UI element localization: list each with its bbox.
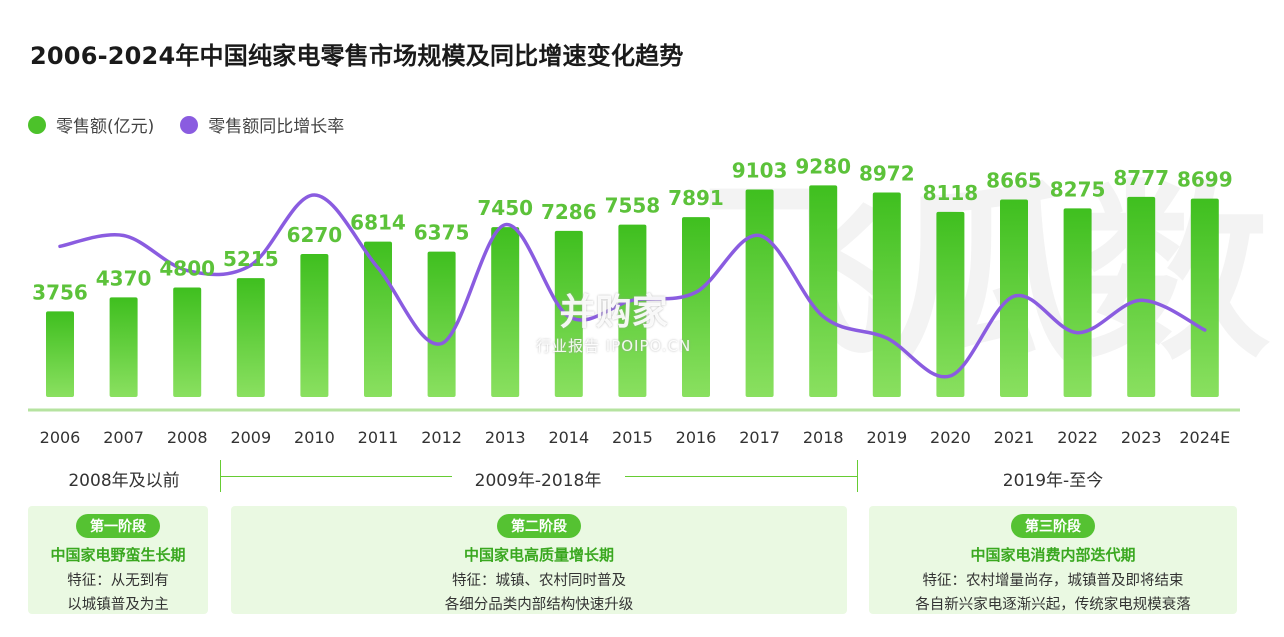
x-tick-label-2023: 2023 bbox=[1121, 428, 1162, 447]
x-tick-label-2015: 2015 bbox=[612, 428, 653, 447]
bar-2015 bbox=[618, 224, 647, 397]
bar-2007 bbox=[109, 297, 138, 397]
stage-desc-3: 特征：农村增量尚存，城镇普及即将结束 各自新兴家电逐渐兴起，传统家电规模衰落 bbox=[915, 569, 1191, 617]
bar-value-label-2020: 8118 bbox=[923, 181, 979, 205]
bar-value-label-2023: 8777 bbox=[1113, 166, 1169, 190]
bar-value-label-2018: 9280 bbox=[795, 154, 851, 178]
bar-2009 bbox=[236, 278, 265, 397]
bar-2020 bbox=[936, 211, 965, 397]
bar-value-label-2007: 4370 bbox=[96, 266, 152, 290]
legend-bar-label: 零售额(亿元) bbox=[56, 117, 155, 137]
period-label-3: 2019年-至今 bbox=[1002, 471, 1104, 491]
x-tick-label-2014: 2014 bbox=[548, 428, 589, 447]
x-tick-label-2018: 2018 bbox=[803, 428, 844, 447]
bar-2014 bbox=[554, 230, 583, 397]
bar-2016 bbox=[682, 217, 710, 397]
x-tick-label-2009: 2009 bbox=[230, 428, 271, 447]
bar-2008 bbox=[173, 287, 202, 397]
x-tick-label-2020: 2020 bbox=[930, 428, 971, 447]
x-tick-label-2007: 2007 bbox=[103, 428, 144, 447]
bar-2010 bbox=[300, 254, 329, 397]
stage-desc-3-line1: 特征：农村增量尚存，城镇普及即将结束 bbox=[922, 573, 1184, 589]
x-tick-label-2010: 2010 bbox=[294, 428, 335, 447]
x-tick-label-2022: 2022 bbox=[1057, 428, 1098, 447]
x-tick-label-2006: 2006 bbox=[40, 428, 81, 447]
stage-card-2: 第二阶段 中国家电高质量增长期 特征：城镇、农村同时普及 各细分品类内部结构快速… bbox=[231, 506, 847, 614]
x-tick-label-2016: 2016 bbox=[676, 428, 717, 447]
chart-title: 2006-2024年中国纯家电零售市场规模及同比增速变化趋势 bbox=[30, 42, 684, 70]
stage-desc-1-line1: 特征：从无到有 bbox=[67, 573, 169, 589]
legend-line-dot-icon bbox=[180, 115, 199, 134]
bar-value-label-2019: 8972 bbox=[859, 161, 915, 185]
stage-subtitle-2: 中国家电高质量增长期 bbox=[463, 546, 614, 564]
chart-legend: 零售额(亿元) 零售额同比增长率 bbox=[28, 112, 370, 137]
bar-2022 bbox=[1063, 208, 1092, 397]
period-line-left bbox=[220, 476, 452, 477]
bar-value-label-2015: 7558 bbox=[605, 194, 661, 218]
x-tick-label-2008: 2008 bbox=[167, 428, 208, 447]
period-divider-right bbox=[857, 460, 858, 492]
x-tick-label-2011: 2011 bbox=[358, 428, 399, 447]
stage-subtitle-1: 中国家电野蛮生长期 bbox=[50, 546, 186, 564]
x-tick-label-2017: 2017 bbox=[739, 428, 780, 447]
period-label-2: 2009年-2018年 bbox=[474, 471, 602, 491]
stage-badge-1: 第一阶段 bbox=[76, 514, 160, 538]
bar-2023 bbox=[1127, 196, 1156, 397]
bar-value-label-2008: 4800 bbox=[159, 257, 215, 281]
bar-2012 bbox=[427, 251, 456, 397]
stage-desc-3-line2: 各自新兴家电逐渐兴起，传统家电规模衰落 bbox=[915, 597, 1191, 613]
bar-value-label-2011: 6814 bbox=[350, 211, 406, 235]
bar-2019 bbox=[872, 192, 901, 397]
stage-desc-1-line2: 以城镇普及为主 bbox=[67, 597, 169, 613]
period-label-1: 2008年及以前 bbox=[68, 471, 180, 491]
period-line-right bbox=[625, 476, 857, 477]
bar-value-label-2006: 3756 bbox=[32, 280, 88, 304]
bar-value-label-2012: 6375 bbox=[414, 221, 470, 245]
bar-2011 bbox=[364, 241, 392, 397]
stage-badge-3: 第三阶段 bbox=[1011, 514, 1095, 538]
stage-desc-2-line2: 各细分品类内部结构快速升级 bbox=[444, 597, 634, 613]
bar-value-label-2021: 8665 bbox=[986, 168, 1042, 192]
bar-2021 bbox=[1000, 199, 1028, 397]
bar-value-label-2022: 8275 bbox=[1050, 177, 1106, 201]
legend-item-bar: 零售额(亿元) bbox=[28, 112, 154, 137]
x-tick-label-2024E: 2024E bbox=[1179, 428, 1230, 447]
bar-value-label-2014: 7286 bbox=[541, 200, 597, 224]
stage-card-3: 第三阶段 中国家电消费内部迭代期 特征：农村增量尚存，城镇普及即将结束 各自新兴… bbox=[869, 506, 1237, 614]
x-tick-label-2012: 2012 bbox=[421, 428, 462, 447]
bar-value-label-2010: 6270 bbox=[287, 223, 343, 247]
x-tick-label-2021: 2021 bbox=[994, 428, 1035, 447]
bar-2024E bbox=[1190, 198, 1219, 397]
stage-desc-1: 特征：从无到有 以城镇普及为主 bbox=[67, 569, 169, 617]
bar-value-label-2017: 9103 bbox=[732, 158, 788, 182]
legend-bar-dot-icon bbox=[28, 115, 46, 134]
legend-item-line: 零售额同比增长率 bbox=[180, 112, 344, 137]
bar-2006 bbox=[46, 311, 74, 397]
bar-value-label-2013: 7450 bbox=[477, 196, 533, 220]
stage-badge-2: 第二阶段 bbox=[497, 514, 581, 538]
bar-2013 bbox=[491, 227, 520, 397]
x-tick-label-2013: 2013 bbox=[485, 428, 526, 447]
bar-value-label-2009: 5215 bbox=[223, 247, 279, 271]
x-tick-label-2019: 2019 bbox=[866, 428, 907, 447]
stage-card-1: 第一阶段 中国家电野蛮生长期 特征：从无到有 以城镇普及为主 bbox=[28, 506, 208, 614]
legend-line-label: 零售额同比增长率 bbox=[208, 117, 345, 137]
bar-value-label-2016: 7891 bbox=[668, 186, 724, 210]
growth-rate-line bbox=[58, 193, 1207, 379]
bar-2018 bbox=[809, 185, 838, 397]
bar-2017 bbox=[745, 189, 774, 397]
bar-value-label-2024E: 8699 bbox=[1177, 168, 1233, 192]
stage-desc-2: 特征：城镇、农村同时普及 各细分品类内部结构快速升级 bbox=[445, 569, 634, 617]
stage-desc-2-line1: 特征：城镇、农村同时普及 bbox=[452, 573, 626, 589]
stage-subtitle-3: 中国家电消费内部迭代期 bbox=[970, 546, 1136, 564]
